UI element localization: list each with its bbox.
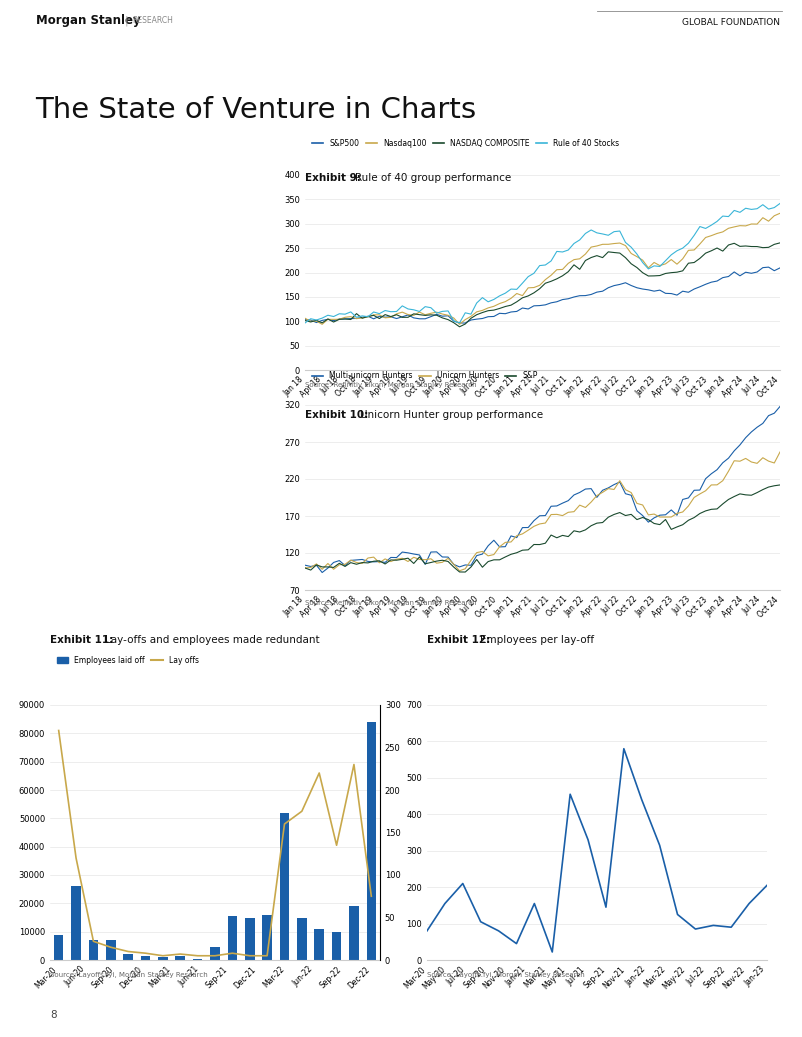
Bar	[332, 931, 342, 960]
Bar	[54, 934, 63, 960]
Text: 8: 8	[50, 1010, 57, 1020]
Legend: Multi-unicorn Hunters, Unicorn Hunters, S&P: Multi-unicorn Hunters, Unicorn Hunters, …	[309, 368, 541, 384]
Text: RESEARCH: RESEARCH	[132, 17, 173, 25]
Bar	[228, 916, 237, 960]
Text: Rule of 40 group performance: Rule of 40 group performance	[355, 173, 511, 183]
Bar	[349, 906, 358, 960]
Text: Source: Layoffs.fyi, Morgan Stanley Research: Source: Layoffs.fyi, Morgan Stanley Rese…	[427, 972, 585, 978]
Bar	[367, 722, 376, 960]
Text: The State of Venture in Charts: The State of Venture in Charts	[35, 96, 476, 124]
Legend: Employees laid off, Lay offs: Employees laid off, Lay offs	[54, 652, 202, 668]
Text: Exhibit 9:: Exhibit 9:	[305, 173, 361, 183]
Bar	[140, 956, 150, 960]
Text: |: |	[124, 16, 128, 26]
Bar	[262, 915, 272, 960]
Bar	[280, 813, 290, 960]
Text: Morgan Stanley: Morgan Stanley	[36, 15, 140, 27]
Text: Exhibit 11:: Exhibit 11:	[50, 635, 113, 645]
Bar	[124, 954, 133, 960]
Bar	[314, 929, 324, 960]
Legend: S&P500, Nasdaq100, NASDAQ COMPOSITE, Rule of 40 Stocks: S&P500, Nasdaq100, NASDAQ COMPOSITE, Rul…	[309, 136, 622, 151]
Text: Exhibit 12:: Exhibit 12:	[427, 635, 490, 645]
Text: Source: Refinitiv Eikon, Morgan Stanley Research: Source: Refinitiv Eikon, Morgan Stanley …	[305, 600, 476, 606]
Bar	[71, 887, 81, 960]
Text: Source: Refinitiv Eikon, Morgan Stanley Research: Source: Refinitiv Eikon, Morgan Stanley …	[305, 382, 476, 388]
Text: GLOBAL FOUNDATION: GLOBAL FOUNDATION	[682, 19, 780, 27]
Bar	[245, 918, 254, 960]
Text: Source: Layoffs.fyi, Morgan Stanley Research: Source: Layoffs.fyi, Morgan Stanley Rese…	[50, 972, 208, 978]
Text: Employees per lay-off: Employees per lay-off	[480, 635, 594, 645]
Text: Lay-offs and employees made redundant: Lay-offs and employees made redundant	[105, 635, 320, 645]
Bar	[192, 958, 202, 960]
Text: Unicorn Hunter group performance: Unicorn Hunter group performance	[360, 410, 543, 420]
Bar	[176, 956, 185, 960]
Bar	[297, 918, 306, 960]
Bar	[89, 941, 98, 960]
Bar	[158, 957, 168, 960]
Bar	[210, 947, 220, 960]
Bar	[106, 941, 115, 960]
Text: Exhibit 10:: Exhibit 10:	[305, 410, 368, 420]
